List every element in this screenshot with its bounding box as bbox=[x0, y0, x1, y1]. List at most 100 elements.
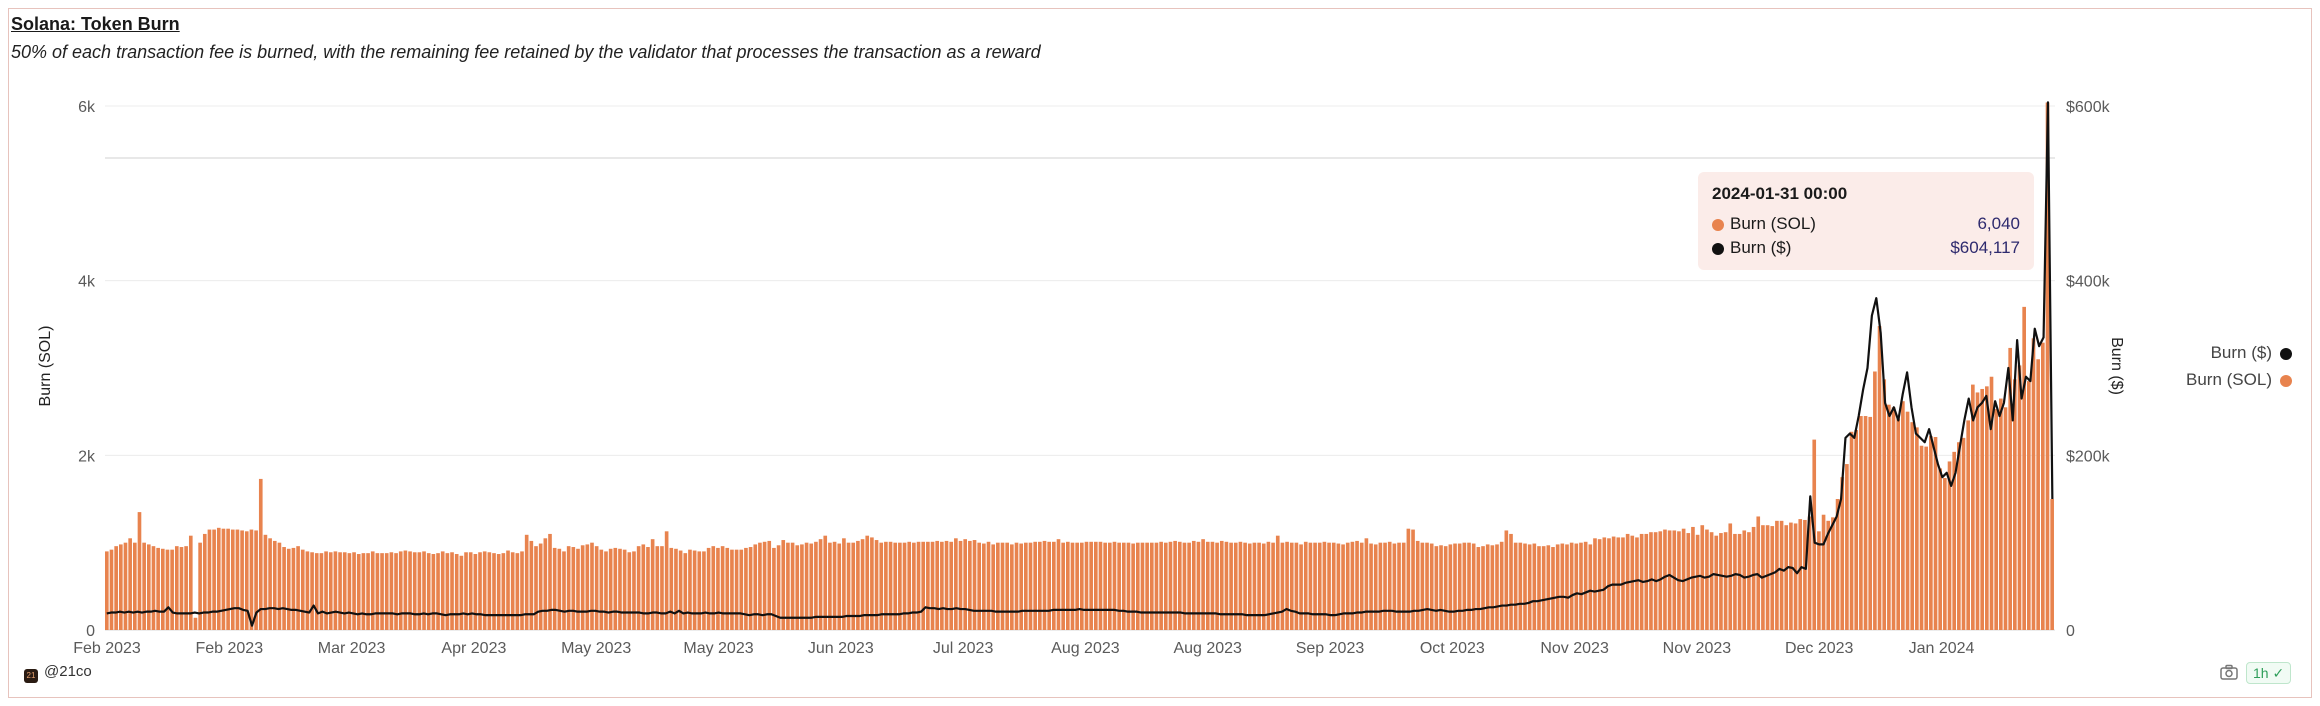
bar[interactable] bbox=[571, 547, 576, 630]
bar[interactable] bbox=[1672, 530, 1677, 630]
bar[interactable] bbox=[1266, 541, 1271, 630]
bar[interactable] bbox=[1840, 477, 1845, 630]
bar[interactable] bbox=[478, 552, 482, 630]
bar[interactable] bbox=[263, 534, 268, 630]
bar[interactable] bbox=[1747, 532, 1751, 630]
bar[interactable] bbox=[524, 534, 529, 630]
bar[interactable] bbox=[683, 553, 688, 630]
bar[interactable] bbox=[496, 554, 501, 630]
bar[interactable] bbox=[604, 551, 608, 630]
bar[interactable] bbox=[1028, 542, 1033, 630]
bar[interactable] bbox=[1229, 542, 1233, 630]
bar[interactable] bbox=[940, 541, 944, 630]
bar[interactable] bbox=[1219, 540, 1224, 630]
bar[interactable] bbox=[1565, 544, 1569, 630]
bar[interactable] bbox=[1397, 542, 1401, 630]
bar[interactable] bbox=[954, 538, 958, 630]
bar[interactable] bbox=[874, 540, 879, 630]
bar[interactable] bbox=[380, 553, 384, 630]
bar[interactable] bbox=[1798, 519, 1803, 630]
bar[interactable] bbox=[543, 538, 548, 630]
bar[interactable] bbox=[1289, 542, 1294, 630]
bar[interactable] bbox=[375, 553, 380, 630]
bar[interactable] bbox=[1448, 544, 1453, 630]
bar[interactable] bbox=[277, 542, 282, 630]
bar[interactable] bbox=[1532, 543, 1537, 630]
bar[interactable] bbox=[118, 544, 123, 630]
bar[interactable] bbox=[1975, 392, 1980, 630]
bar[interactable] bbox=[1392, 543, 1397, 630]
bar[interactable] bbox=[594, 546, 599, 630]
bar[interactable] bbox=[1803, 519, 1807, 630]
bar[interactable] bbox=[1425, 542, 1429, 630]
bar[interactable] bbox=[1929, 436, 1933, 630]
bar[interactable] bbox=[431, 554, 436, 630]
bar[interactable] bbox=[898, 542, 902, 630]
bar[interactable] bbox=[1947, 461, 1952, 630]
bar[interactable] bbox=[856, 540, 860, 630]
bar[interactable] bbox=[492, 553, 496, 630]
bar[interactable] bbox=[944, 540, 949, 630]
bar[interactable] bbox=[1971, 384, 1975, 630]
bar[interactable] bbox=[552, 547, 557, 630]
bar[interactable] bbox=[926, 541, 930, 630]
bar[interactable] bbox=[622, 549, 627, 630]
bar[interactable] bbox=[408, 551, 412, 630]
bar[interactable] bbox=[501, 553, 506, 630]
bar[interactable] bbox=[1933, 436, 1938, 630]
bar[interactable] bbox=[678, 550, 683, 630]
bar[interactable] bbox=[716, 547, 720, 630]
bar[interactable] bbox=[1952, 451, 1957, 630]
bar[interactable] bbox=[254, 530, 258, 630]
bar[interactable] bbox=[1611, 536, 1616, 630]
bar[interactable] bbox=[1719, 533, 1723, 630]
bar[interactable] bbox=[235, 529, 240, 630]
bar[interactable] bbox=[613, 547, 618, 630]
bar[interactable] bbox=[1056, 539, 1061, 630]
bar[interactable] bbox=[753, 544, 758, 630]
bar[interactable] bbox=[1457, 543, 1462, 630]
bar[interactable] bbox=[739, 549, 744, 630]
bar[interactable] bbox=[366, 553, 370, 630]
bar[interactable] bbox=[510, 552, 515, 630]
bar[interactable] bbox=[580, 545, 585, 630]
bar[interactable] bbox=[1014, 542, 1019, 630]
bar[interactable] bbox=[240, 530, 244, 630]
bar[interactable] bbox=[1807, 516, 1812, 630]
bar[interactable] bbox=[1896, 418, 1901, 630]
bar[interactable] bbox=[1145, 542, 1149, 630]
bar[interactable] bbox=[1826, 520, 1831, 630]
bar[interactable] bbox=[1383, 542, 1387, 630]
bar[interactable] bbox=[310, 552, 314, 630]
bar[interactable] bbox=[823, 535, 828, 630]
bar[interactable] bbox=[436, 553, 440, 630]
bar[interactable] bbox=[160, 548, 165, 630]
bar[interactable] bbox=[1523, 543, 1527, 630]
bar[interactable] bbox=[1257, 542, 1261, 630]
bar[interactable] bbox=[132, 542, 137, 630]
bar[interactable] bbox=[618, 548, 622, 630]
bar[interactable] bbox=[286, 548, 291, 630]
bar[interactable] bbox=[370, 551, 375, 630]
bar[interactable] bbox=[1476, 547, 1481, 630]
bar[interactable] bbox=[1985, 386, 1989, 630]
bar[interactable] bbox=[384, 553, 389, 630]
bar[interactable] bbox=[1131, 543, 1135, 630]
bar[interactable] bbox=[1462, 542, 1467, 630]
bar[interactable] bbox=[198, 542, 202, 630]
bar[interactable] bbox=[1387, 541, 1392, 630]
bar[interactable] bbox=[1355, 540, 1359, 630]
bar[interactable] bbox=[212, 529, 216, 630]
bar[interactable] bbox=[1154, 542, 1159, 630]
bar[interactable] bbox=[748, 547, 753, 630]
bar[interactable] bbox=[828, 542, 832, 630]
bar[interactable] bbox=[1891, 407, 1896, 630]
bar[interactable] bbox=[1378, 542, 1383, 630]
bar[interactable] bbox=[1658, 531, 1663, 630]
bar[interactable] bbox=[473, 554, 478, 630]
bar[interactable] bbox=[1210, 541, 1215, 630]
bar[interactable] bbox=[888, 541, 893, 630]
interval-badge[interactable]: 1h ✓ bbox=[2246, 662, 2292, 684]
bar[interactable] bbox=[1411, 529, 1415, 630]
bar[interactable] bbox=[109, 549, 114, 630]
